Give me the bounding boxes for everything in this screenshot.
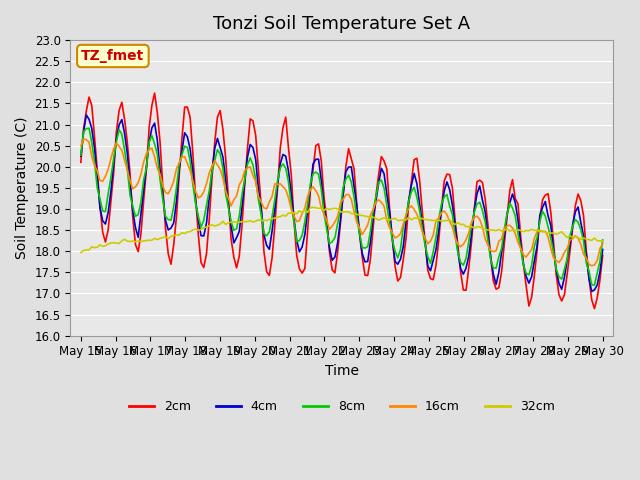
8cm [408,189,415,194]
4cm [290,216,298,221]
16cm [599,241,607,247]
8cm [342,176,349,182]
Line: 2cm: 2cm [81,93,603,309]
32cm [77,250,84,255]
32cm [287,210,295,216]
8cm [296,238,303,243]
2cm [77,159,84,165]
Text: TZ_fmet: TZ_fmet [81,49,145,63]
Line: 16cm: 16cm [81,139,603,266]
Y-axis label: Soil Temperature (C): Soil Temperature (C) [15,117,29,259]
2cm [591,306,598,312]
8cm [599,237,607,243]
2cm [290,217,298,223]
2cm [599,252,607,258]
16cm [77,143,84,149]
Line: 32cm: 32cm [81,207,603,252]
2cm [296,266,303,272]
X-axis label: Time: Time [324,364,359,378]
8cm [290,219,298,225]
4cm [408,182,415,188]
2cm [342,164,349,169]
32cm [293,211,301,216]
2cm [378,154,385,159]
2cm [151,90,159,96]
4cm [296,249,303,255]
16cm [588,263,596,269]
Title: Tonzi Soil Temperature Set A: Tonzi Soil Temperature Set A [213,15,470,33]
4cm [588,288,596,294]
4cm [83,112,90,118]
8cm [591,282,598,288]
4cm [378,166,385,171]
8cm [378,177,385,183]
16cm [408,203,415,209]
2cm [408,179,415,184]
8cm [77,152,84,158]
16cm [290,213,298,218]
16cm [296,217,303,223]
Line: 8cm: 8cm [81,128,603,285]
16cm [143,151,150,156]
32cm [342,209,349,215]
8cm [143,165,150,170]
Line: 4cm: 4cm [81,115,603,291]
8cm [85,125,93,131]
4cm [342,169,349,175]
Legend: 2cm, 4cm, 8cm, 16cm, 32cm: 2cm, 4cm, 8cm, 16cm, 32cm [124,395,560,418]
32cm [378,216,385,222]
16cm [378,200,385,205]
16cm [80,136,88,142]
32cm [599,238,607,244]
32cm [408,217,415,223]
32cm [140,238,147,244]
4cm [77,153,84,159]
4cm [143,164,150,170]
32cm [309,204,317,210]
16cm [342,192,349,198]
2cm [140,197,147,203]
4cm [599,247,607,252]
